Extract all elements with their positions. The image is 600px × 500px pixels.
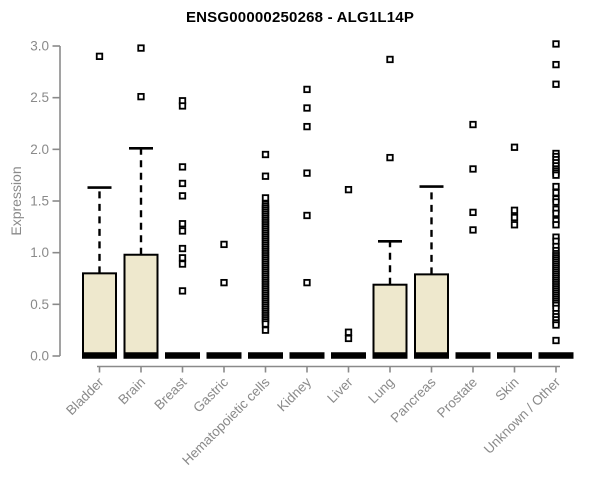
outlier-point	[303, 169, 311, 177]
outlier-point	[137, 92, 145, 101]
outlier-point	[261, 320, 270, 328]
outlier-point	[220, 278, 228, 287]
outlier-point	[552, 336, 560, 345]
boxplot-group-liver	[331, 185, 366, 359]
outlier-point	[344, 185, 353, 194]
median-bar	[497, 352, 532, 359]
outlier-point	[303, 211, 311, 220]
x-tick-label-lung: Lung	[365, 375, 397, 407]
outlier-point	[552, 198, 560, 206]
y-tick-label: 3.0	[30, 39, 49, 54]
x-tick-label-kidney: Kidney	[274, 374, 314, 414]
outlier-point	[469, 120, 477, 129]
box-rect	[82, 272, 117, 357]
median-bar	[455, 352, 491, 359]
outlier-point	[303, 104, 311, 112]
outlier-point	[261, 172, 270, 180]
outlier-point	[386, 153, 394, 162]
boxplot-group-bladder	[82, 52, 117, 359]
median-bar	[165, 352, 200, 359]
outlier-point	[178, 244, 187, 253]
outlier-point	[552, 189, 560, 197]
boxplot-group-breast	[165, 97, 200, 359]
outlier-point	[510, 221, 519, 229]
x-tick-label-pancreas: Pancreas	[388, 374, 439, 425]
outlier-point	[552, 171, 560, 179]
outlier-point	[178, 163, 187, 171]
x-tick-label-skin: Skin	[492, 375, 521, 404]
y-tick-label: 1.0	[30, 245, 49, 260]
outlier-point	[469, 165, 477, 173]
outlier-point	[95, 52, 104, 60]
boxplot-group-gastric	[206, 240, 242, 359]
median-bar	[248, 352, 283, 359]
boxplot-group-skin	[497, 143, 532, 359]
outlier-point	[261, 150, 270, 159]
outlier-point	[220, 240, 228, 249]
outlier-point	[510, 206, 519, 214]
outlier-point	[261, 194, 270, 202]
outlier-point	[178, 220, 187, 228]
x-tick-label-unknown-other: Unknown / Other	[481, 374, 564, 457]
outlier-point	[552, 60, 560, 69]
outlier-point	[510, 213, 519, 222]
y-tick-label: 2.0	[30, 142, 49, 157]
median-bar	[538, 352, 574, 359]
boxplot-group-hematopoietic-cells	[248, 150, 283, 359]
outlier-point	[552, 209, 560, 218]
outlier-point	[552, 182, 560, 191]
outlier-point	[469, 208, 477, 217]
outlier-point	[303, 85, 311, 94]
median-bar	[331, 352, 366, 359]
outlier-point	[178, 287, 187, 295]
x-tick-label-brain: Brain	[115, 375, 148, 408]
median-bar	[206, 352, 242, 359]
boxplot-group-pancreas	[414, 185, 449, 359]
outlier-point	[178, 192, 187, 200]
y-tick-label: 0.5	[30, 297, 49, 312]
outlier-point	[552, 80, 560, 88]
outlier-point	[344, 328, 353, 336]
median-bar	[372, 352, 408, 359]
x-tick-label-liver: Liver	[324, 374, 356, 406]
outlier-point	[137, 44, 145, 52]
y-tick-label: 2.5	[30, 90, 49, 105]
y-tick-label: 1.5	[30, 194, 49, 209]
median-bar	[123, 352, 159, 359]
outlier-point	[178, 254, 187, 262]
box-rect	[123, 253, 159, 357]
outlier-point	[303, 122, 311, 131]
boxplot-group-prostate	[455, 120, 491, 359]
x-tick-label-gastric: Gastric	[190, 374, 231, 415]
outlier-point	[303, 278, 311, 287]
outlier-point	[552, 221, 560, 229]
chart-title: ENSG00000250268 - ALG1L14P	[185, 9, 415, 26]
boxplot-group-brain	[123, 44, 159, 359]
y-tick-label: 0.0	[30, 349, 49, 364]
outlier-point	[178, 227, 187, 235]
median-bar	[414, 352, 449, 359]
outlier-point	[261, 326, 270, 334]
outlier-point	[178, 179, 187, 188]
outlier-point	[510, 143, 519, 151]
boxplot-group-kidney	[289, 85, 325, 359]
boxplot-group-unknown-other	[538, 40, 574, 359]
outlier-point	[386, 55, 394, 64]
outlier-point	[552, 40, 560, 48]
x-tick-label-bladder: Bladder	[63, 374, 107, 418]
outlier-point	[178, 260, 187, 268]
outlier-point	[552, 321, 560, 329]
median-bar	[289, 352, 325, 359]
box-rect	[414, 273, 449, 357]
box-rect	[372, 283, 408, 357]
boxplot-group-lung	[372, 55, 408, 359]
x-tick-label-breast: Breast	[151, 374, 189, 412]
median-bar	[82, 352, 117, 359]
outlier-point	[178, 102, 187, 110]
x-tick-label-prostate: Prostate	[434, 375, 480, 421]
outlier-point	[344, 334, 353, 343]
outlier-point	[469, 226, 477, 234]
